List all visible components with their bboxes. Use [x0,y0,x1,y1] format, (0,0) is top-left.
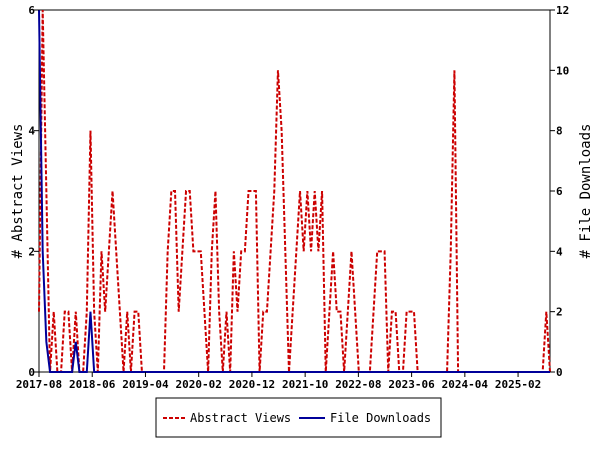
legend-box [155,397,442,438]
legend: Abstract Views File Downloads [155,397,442,438]
y2-axis-title: # File Downloads [578,124,594,259]
legend-label-abstract-views: Abstract Views [190,411,291,425]
y2-tick-label: 6 [556,185,563,198]
axis-layer: 0 2 4 6 0 2 4 6 8 10 12 2017-08 2018-06 2019-04 2020-0… [16,4,569,391]
x-tick-label: 2023-06 [388,378,435,391]
y-tick-label: 0 [28,366,35,379]
y2-tick-label: 8 [556,125,563,138]
y2-tick-label: 12 [556,4,569,17]
x-tick-label: 2022-08 [335,378,381,391]
x-tick-label: 2020-02 [176,378,222,391]
x-tick-label: 2020-12 [229,378,275,391]
x-tick-label: 2025-02 [495,378,541,391]
x-tick-label: 2017-08 [16,378,62,391]
x-tick-label: 2024-04 [442,378,489,391]
y-tick-label: 6 [28,4,35,17]
plot-area [38,9,551,373]
y-tick-label: 4 [28,125,35,138]
y2-tick-label: 0 [556,366,563,379]
y2-tick-label: 4 [556,245,563,258]
y-tick-label: 2 [28,245,35,258]
y-axis-title: # Abstract Views [10,124,26,259]
x-tick-label: 2019-04 [122,378,169,391]
y2-tick-label: 2 [556,306,563,319]
y2-tick-label: 10 [556,64,569,77]
x-tick-label: 2021-10 [282,378,328,391]
legend-label-file-downloads: File Downloads [330,411,431,425]
x-tick-label: 2018-06 [69,378,116,391]
